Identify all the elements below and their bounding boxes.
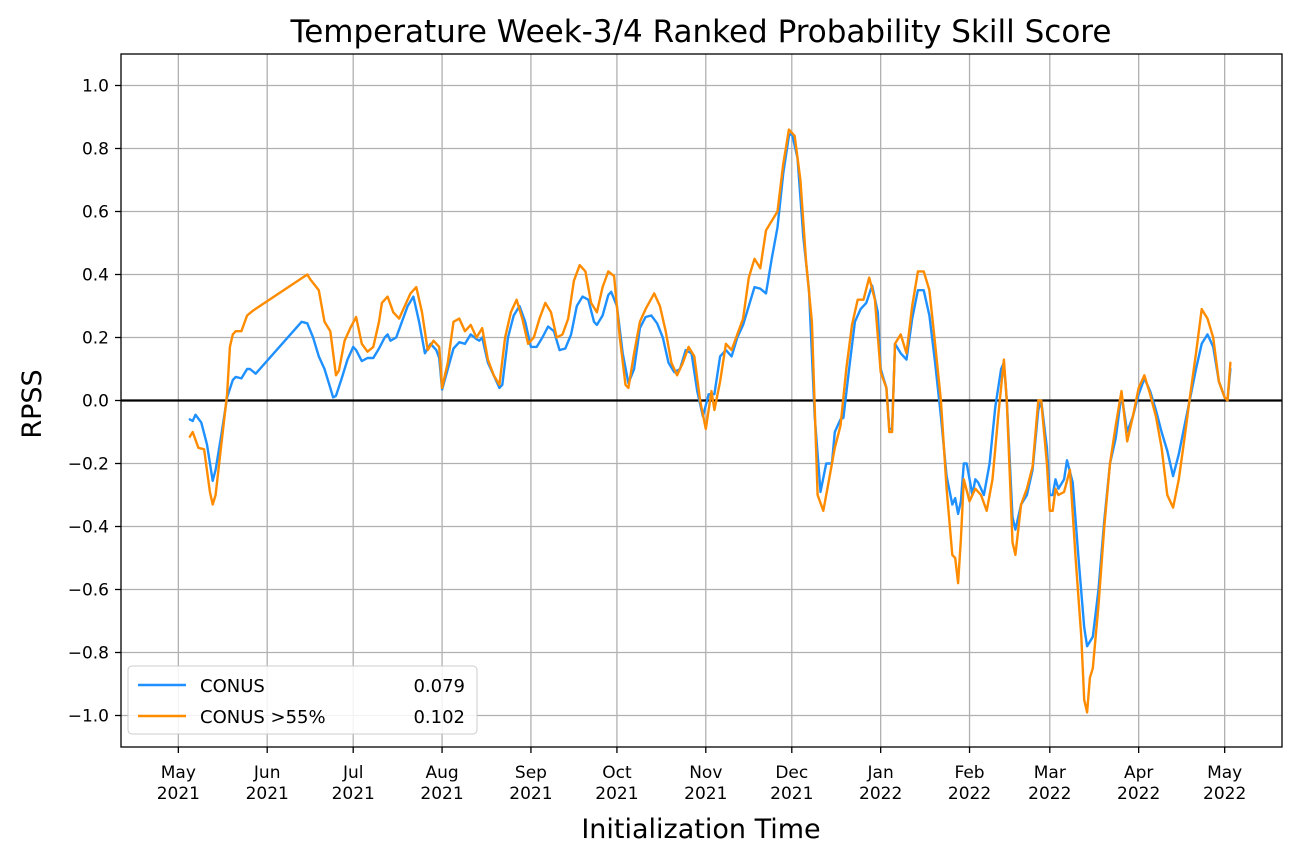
x-tick-label-month: Sep bbox=[515, 763, 547, 783]
legend-label-conus-55: CONUS >55% bbox=[200, 707, 326, 728]
x-tick-label-month: Jun bbox=[253, 763, 281, 783]
x-tick-label-month: Apr bbox=[1124, 763, 1153, 783]
y-tick-label: 0.6 bbox=[82, 203, 109, 223]
legend: CONUS 0.079 CONUS >55% 0.102 bbox=[127, 665, 478, 735]
x-axis-label: Initialization Time bbox=[581, 814, 820, 845]
y-tick-label: 0.4 bbox=[82, 266, 109, 286]
x-tick-label-year: 2022 bbox=[1028, 784, 1071, 804]
y-tick-label: −0.4 bbox=[68, 518, 109, 538]
x-tick-label-year: 2021 bbox=[509, 784, 552, 804]
series-line-conus bbox=[188, 131, 1232, 648]
legend-box bbox=[127, 665, 478, 735]
x-tick-label-year: 2021 bbox=[420, 784, 463, 804]
x-tick-label-year: 2021 bbox=[157, 784, 200, 804]
x-tick-label-year: 2021 bbox=[684, 784, 727, 804]
axis-ticks: −1.0 −0.8 −0.6 −0.4 −0.2 0.0 0.2 0.4 0.6 0.8 1.0 Ma… bbox=[68, 77, 1247, 805]
x-tick-label-year: 2021 bbox=[595, 784, 638, 804]
x-tick-label-year: 2022 bbox=[1117, 784, 1160, 804]
x-tick-label-month: Oct bbox=[602, 763, 632, 783]
x-tick-label-year: 2022 bbox=[859, 784, 902, 804]
y-tick-label: 0.8 bbox=[82, 140, 109, 160]
y-tick-label: −0.6 bbox=[68, 581, 109, 601]
x-tick-label-year: 2021 bbox=[770, 784, 813, 804]
x-tick-label-month: Jan bbox=[867, 763, 894, 783]
legend-score-conus-55: 0.102 bbox=[413, 707, 465, 728]
y-tick-label: 1.0 bbox=[82, 77, 109, 97]
x-tick-label-month: Jul bbox=[342, 763, 364, 783]
y-tick-label: −1.0 bbox=[68, 707, 109, 727]
x-tick-label-month: Feb bbox=[954, 763, 984, 783]
series-group bbox=[188, 128, 1232, 714]
x-tick-label-month: Aug bbox=[425, 763, 458, 783]
series-line-conus-55 bbox=[188, 128, 1232, 714]
y-tick-label: 0.2 bbox=[82, 329, 109, 349]
x-tick-label-month: Dec bbox=[775, 763, 808, 783]
y-tick-label: −0.2 bbox=[68, 455, 109, 475]
x-tick-label-year: 2021 bbox=[332, 784, 375, 804]
legend-score-conus: 0.079 bbox=[413, 676, 465, 697]
x-tick-label-month: May bbox=[161, 763, 196, 783]
chart-title: Temperature Week-3/4 Ranked Probability … bbox=[290, 14, 1112, 50]
y-tick-label: 0.0 bbox=[82, 392, 109, 412]
legend-label-conus: CONUS bbox=[200, 676, 265, 697]
x-tick-label-year: 2022 bbox=[1203, 784, 1246, 804]
x-tick-label-month: May bbox=[1207, 763, 1242, 783]
y-axis-label: RPSS bbox=[17, 369, 48, 438]
x-tick-label-year: 2021 bbox=[246, 784, 289, 804]
x-tick-label-month: Nov bbox=[689, 763, 722, 783]
x-tick-label-month: Mar bbox=[1034, 763, 1066, 783]
x-tick-label-year: 2022 bbox=[948, 784, 991, 804]
y-tick-label: −0.8 bbox=[68, 644, 109, 664]
